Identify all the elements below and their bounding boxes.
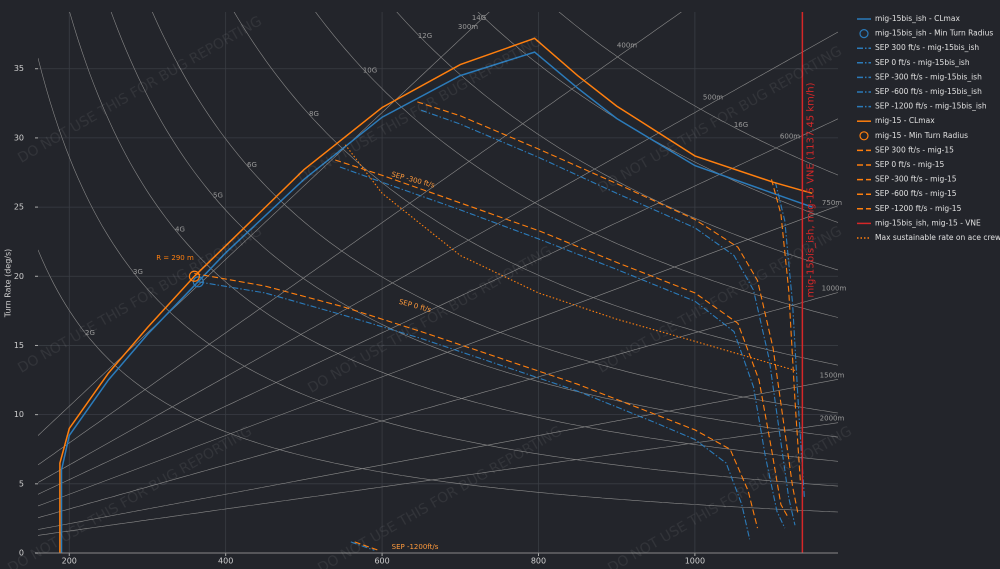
series-line <box>350 541 375 551</box>
radius-line <box>38 31 838 483</box>
legend-label: mig-15bis_ish, mig-15 - VNE <box>875 218 981 227</box>
x-tick-label: 1000 <box>685 557 705 566</box>
plot-area <box>38 12 838 553</box>
legend-label: SEP -300 ft/s - mig-15 <box>875 175 957 184</box>
g-line <box>69 12 838 462</box>
series-line <box>339 166 786 529</box>
min-turn-radius-marker <box>192 276 204 288</box>
radius-line <box>38 205 838 507</box>
y-tick-label: 15 <box>14 341 24 350</box>
radius-line <box>38 422 838 536</box>
legend-label: SEP -1200 ft/s - mig-15 <box>875 204 962 213</box>
radius-line-label: 600m <box>780 132 800 140</box>
y-tick-label: 35 <box>14 64 24 73</box>
legend-label: Max sustainable rate on ace crew (7.5G <box>875 233 1000 242</box>
radius-line <box>38 292 838 519</box>
radius-line <box>38 379 838 530</box>
g-line-label: 6G <box>247 161 257 169</box>
series-line <box>421 109 796 526</box>
legend-label: mig-15bis_ish - CLmax <box>875 14 960 23</box>
series-line <box>335 159 790 519</box>
g-line <box>38 58 838 487</box>
radius-line-label: 2000m <box>820 415 845 423</box>
legend-label: SEP -1200 ft/s - mig-15bis_ish <box>875 102 987 111</box>
series-line <box>417 101 799 515</box>
series-line <box>774 182 805 498</box>
g-line <box>233 12 838 366</box>
g-line <box>315 12 838 318</box>
g-line <box>38 249 838 513</box>
x-tick-label: 200 <box>62 557 77 566</box>
y-axis-label: Turn Rate (deg/s) <box>4 249 13 319</box>
annotation: SEP -1200ft/s <box>392 543 439 551</box>
series-line <box>770 179 802 484</box>
legend-label: SEP -300 ft/s - mig-15bis_ish <box>875 72 982 81</box>
series-line <box>194 272 759 529</box>
legend-marker <box>859 131 869 141</box>
legend-label: SEP 0 ft/s - mig-15 <box>875 160 945 169</box>
g-line <box>558 12 838 176</box>
radius-line <box>38 118 838 495</box>
g-line-label: 2G <box>85 329 95 337</box>
g-line-label: 10G <box>363 66 377 74</box>
g-line-label: 16G <box>734 121 748 129</box>
y-tick-label: 10 <box>14 410 24 419</box>
legend-label: SEP 0 ft/s - mig-15bis_ish <box>875 58 970 67</box>
series-line <box>59 37 813 553</box>
g-line-label: 12G <box>418 32 432 40</box>
g-line <box>110 12 838 438</box>
g-line <box>396 12 838 271</box>
x-tick-label: 600 <box>374 557 389 566</box>
radius-line-label: 500m <box>703 93 723 101</box>
radius-line-label: 300m <box>458 23 478 31</box>
radius-line-label: 400m <box>617 41 637 49</box>
y-tick-label: 30 <box>14 133 24 142</box>
vne-label: mig-15bis_ish, mig-15 VNE (1137.45 km/h) <box>805 82 816 297</box>
series-line <box>344 144 796 371</box>
legend-label: SEP 300 ft/s - mig-15bis_ish <box>875 43 979 52</box>
g-line-label: 14G <box>472 14 486 22</box>
legend-label: mig-15 - CLmax <box>875 116 935 125</box>
g-line-label: 4G <box>175 226 185 234</box>
g-line-label: 8G <box>309 110 319 118</box>
series-line <box>354 541 379 551</box>
legend-label: mig-15bis_ish - Min Turn Radius <box>875 29 993 38</box>
y-tick-label: 25 <box>14 203 24 212</box>
x-tick-label: 400 <box>218 557 233 566</box>
g-line-label: 5G <box>213 191 223 199</box>
g-line <box>477 12 838 223</box>
radius-line-label: 750m <box>822 199 842 207</box>
legend-label: SEP -600 ft/s - mig-15bis_ish <box>875 87 982 96</box>
y-tick-label: 20 <box>14 272 24 281</box>
radius-line-label: 1500m <box>820 371 845 379</box>
annotation: R = 290 m <box>156 254 194 262</box>
radius-line-label: 1000m <box>822 285 847 293</box>
legend-label: SEP -600 ft/s - mig-15 <box>875 189 957 198</box>
y-tick-label: 0 <box>19 549 24 558</box>
legend-label: SEP 300 ft/s - mig-15 <box>875 145 954 154</box>
y-tick-label: 5 <box>19 479 24 488</box>
min-turn-radius-marker <box>188 270 201 282</box>
legend-label: mig-15 - Min Turn Radius <box>875 131 968 140</box>
g-line-label: 3G <box>133 268 143 276</box>
x-tick-label: 800 <box>531 557 546 566</box>
legend-marker <box>859 28 869 39</box>
series-line <box>198 281 751 540</box>
series-line <box>60 51 813 553</box>
radius-line <box>38 12 682 466</box>
